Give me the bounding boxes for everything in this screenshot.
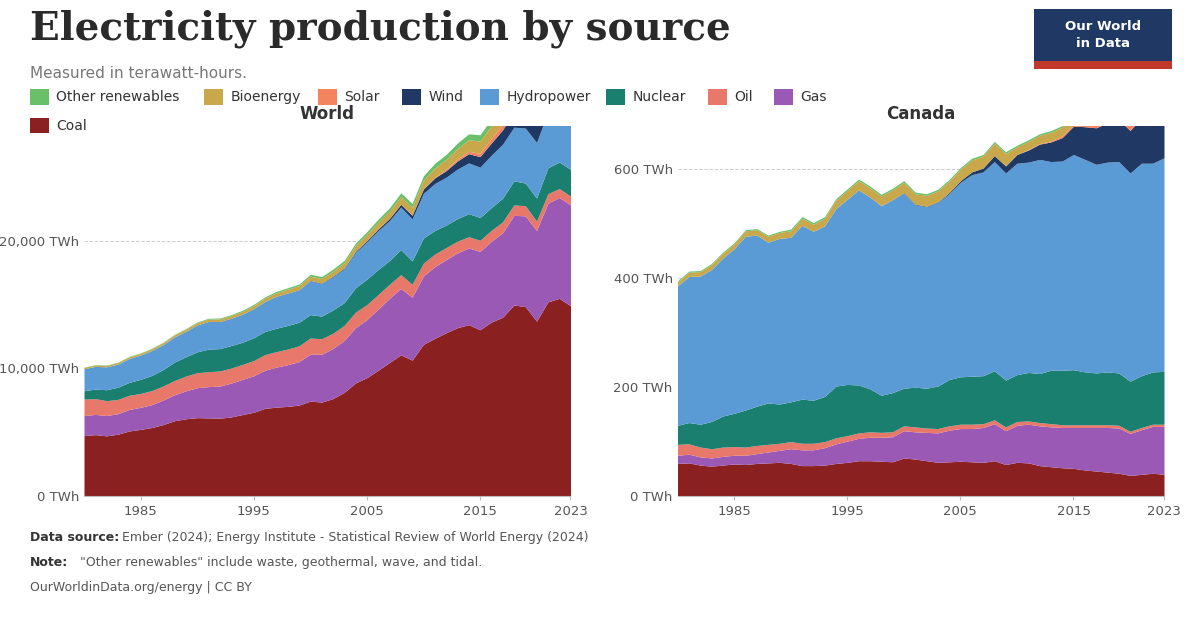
Text: Coal: Coal <box>56 119 88 133</box>
Text: Solar: Solar <box>344 90 380 104</box>
Text: Gas: Gas <box>800 90 827 104</box>
Text: Oil: Oil <box>734 90 754 104</box>
Text: Bioenergy: Bioenergy <box>230 90 301 104</box>
Text: Other renewables: Other renewables <box>56 90 180 104</box>
Text: Measured in terawatt-hours.: Measured in terawatt-hours. <box>30 66 247 81</box>
Text: Hydropower: Hydropower <box>506 90 590 104</box>
Text: Our World
in Data: Our World in Data <box>1066 21 1141 50</box>
Text: Note:: Note: <box>30 556 68 569</box>
Text: "Other renewables" include waste, geothermal, wave, and tidal.: "Other renewables" include waste, geothe… <box>76 556 482 569</box>
Text: Ember (2024); Energy Institute - Statistical Review of World Energy (2024): Ember (2024); Energy Institute - Statist… <box>118 531 588 544</box>
Text: Nuclear: Nuclear <box>632 90 686 104</box>
Text: Electricity production by source: Electricity production by source <box>30 9 731 48</box>
Text: Data source:: Data source: <box>30 531 119 544</box>
Title: World: World <box>300 105 355 122</box>
Text: OurWorldinData.org/energy | CC BY: OurWorldinData.org/energy | CC BY <box>30 581 252 594</box>
Text: Wind: Wind <box>428 90 463 104</box>
Title: Canada: Canada <box>886 105 955 122</box>
